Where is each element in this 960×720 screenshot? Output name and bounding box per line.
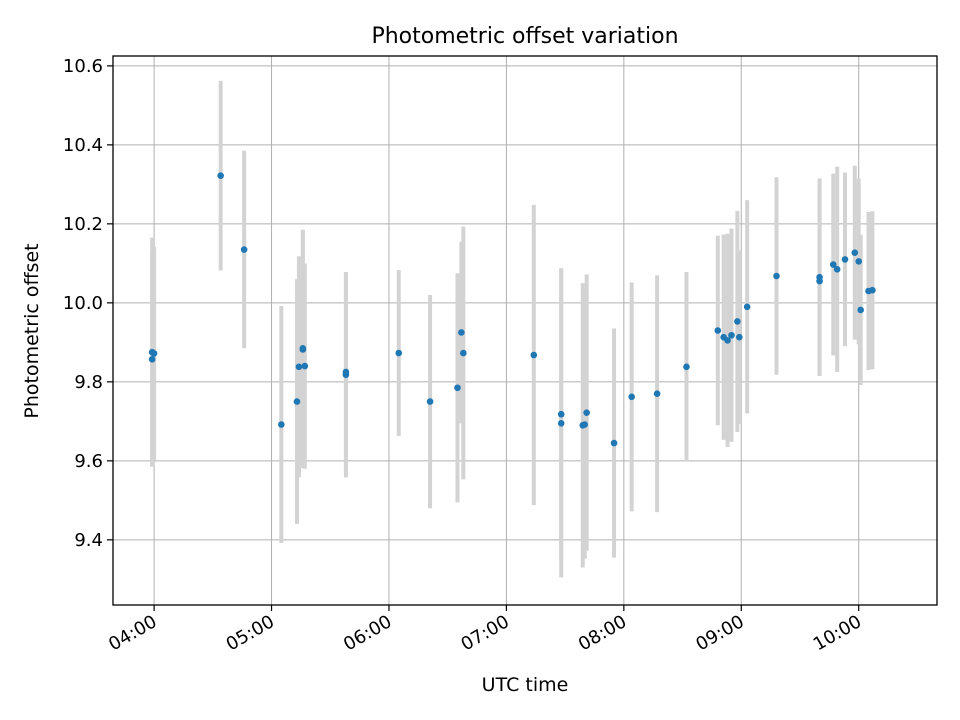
data-point	[841, 256, 849, 263]
data-point	[557, 410, 565, 418]
data-point	[683, 363, 690, 371]
data-point	[460, 349, 467, 357]
data-point	[736, 333, 743, 341]
data-point	[583, 409, 590, 416]
y-tick-label: 9.6	[74, 451, 103, 472]
data-point	[734, 318, 741, 325]
data-point	[458, 329, 465, 336]
y-axis-label: Photometric offset	[21, 243, 43, 418]
data-point	[833, 265, 841, 273]
chart-title: Photometric offset variation	[371, 24, 678, 49]
data-point	[299, 344, 307, 352]
data-point	[816, 273, 823, 281]
data-point	[530, 351, 538, 359]
data-point	[829, 261, 837, 268]
data-point	[395, 349, 403, 357]
data-point	[724, 337, 731, 344]
data-point	[773, 272, 780, 280]
data-point	[855, 258, 863, 265]
data-point	[628, 393, 635, 401]
plot-frame	[112, 55, 938, 606]
data-point	[240, 246, 248, 253]
data-point	[557, 420, 565, 427]
data-point	[217, 172, 224, 179]
data-point	[293, 398, 301, 405]
data-point	[714, 327, 722, 334]
y-tick-label: 10.6	[63, 56, 103, 77]
y-axis-ticks: 9.4 9.6 9.8 10.0 10.2 10.4 10.6	[63, 56, 113, 551]
data-point	[148, 356, 156, 363]
y-tick-label: 9.4	[74, 530, 103, 551]
y-tick-label: 9.8	[74, 372, 103, 393]
data-point	[342, 368, 350, 376]
data-point	[295, 363, 303, 371]
data-point	[653, 390, 661, 397]
data-point	[301, 362, 309, 370]
data-point	[743, 303, 751, 311]
data-point	[278, 421, 285, 428]
data-point	[869, 286, 876, 294]
y-tick-label: 10.0	[63, 293, 103, 314]
data-point	[581, 421, 588, 428]
x-axis-label: UTC time	[482, 674, 569, 696]
data-point	[426, 398, 434, 405]
data-point	[610, 439, 618, 447]
data-point	[857, 306, 864, 314]
y-tick-label: 10.2	[63, 214, 103, 235]
y-tick-label: 10.4	[63, 135, 103, 156]
data-point	[728, 331, 735, 339]
data-point	[150, 350, 158, 357]
data-points	[148, 172, 876, 447]
data-point	[851, 249, 859, 256]
data-point	[454, 384, 461, 392]
